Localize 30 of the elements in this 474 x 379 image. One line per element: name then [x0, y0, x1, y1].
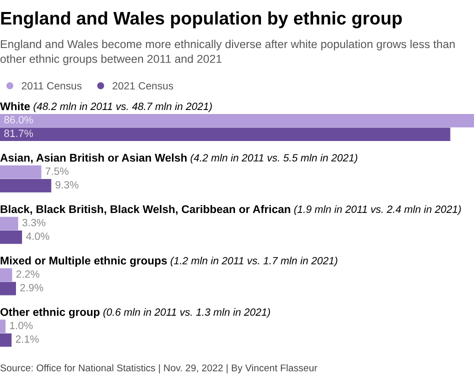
- y-tick-label: Mixed or Multiple ethnic groups (1.2 mln in 2011 vs. 1.7 mln in 2021): [0, 256, 338, 267]
- data-label: 2.2%: [16, 270, 40, 278]
- bar: [0, 179, 52, 192]
- bar: [0, 165, 42, 179]
- bar: [0, 282, 16, 296]
- legend-label: 2021 Census: [112, 82, 174, 90]
- bar: [0, 216, 18, 230]
- data-label: 86.0%: [4, 116, 33, 124]
- data-label: 81.7%: [4, 130, 33, 138]
- bar: [0, 320, 6, 334]
- data-label: 3.3%: [22, 218, 46, 226]
- y-tick-label: Black, Black British, Black Welsh, Caribbean or African (1.9 mln in 2011 vs. 2.4 mln in 2021): [0, 204, 461, 215]
- data-label: 2.1%: [16, 335, 39, 343]
- bar: [0, 230, 22, 244]
- data-label: 2.9%: [20, 284, 44, 292]
- y-tick-label: Other ethnic group (0.6 mln in 2011 vs. 1.3 mln in 2021): [0, 308, 270, 318]
- bar: [0, 114, 474, 128]
- legend-label: 2011 Census: [22, 82, 82, 90]
- bar: [0, 128, 450, 141]
- source-note: Source: Office for National Statistics | Nov. 29, 2022 | By Vincent Flasseur: [0, 364, 318, 374]
- bar: [0, 268, 12, 282]
- bar: [0, 333, 12, 347]
- data-label: 9.3%: [56, 181, 78, 188]
- data-label: 4.0%: [26, 232, 50, 240]
- chart-subtitle: England and Wales become more ethnically diverse after white population grows less than other ethnic groups between 2011 and 2021: [0, 40, 455, 66]
- data-label: 7.5%: [46, 168, 68, 175]
- data-label: 1.0%: [10, 322, 33, 330]
- y-tick-label: Asian, Asian British or Asian Welsh (4.2 mln in 2011 vs. 5.5 mln in 2021): [0, 154, 358, 164]
- y-tick-label: White (48.2 mln in 2011 vs. 48.7 mln in 2021): [0, 102, 212, 112]
- chart-title: England and Wales population by ethnic group: [1, 11, 402, 28]
